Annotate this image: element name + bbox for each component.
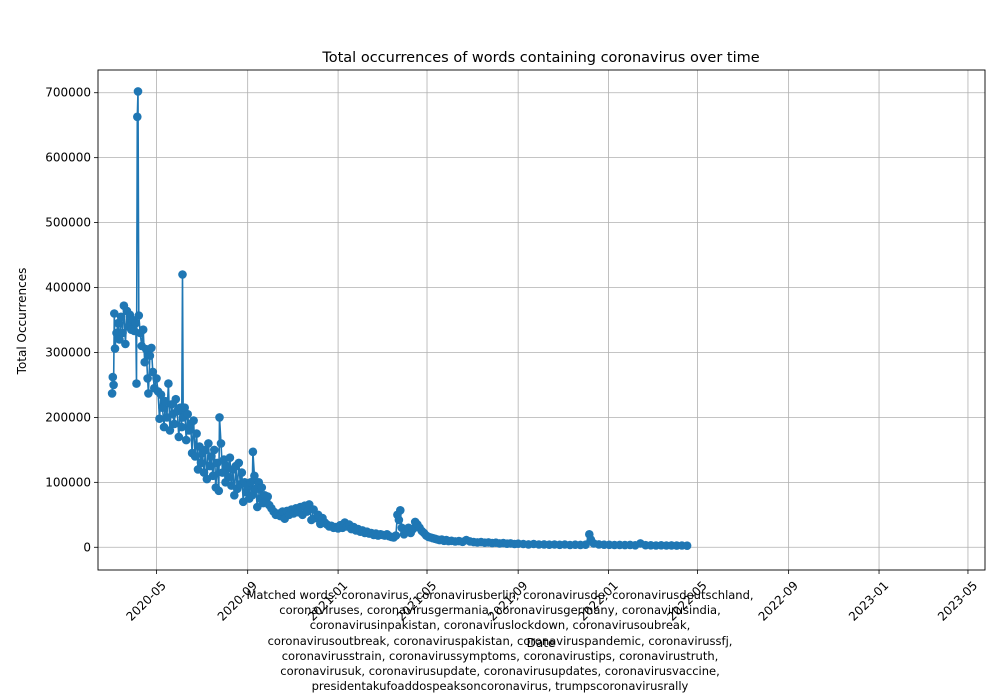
data-point	[116, 312, 126, 322]
data-point	[257, 483, 267, 492]
data-point	[177, 422, 186, 432]
y-axis-ticks: 0 100000 200000 300000 400000 500000 600000 700…	[45, 86, 98, 554]
caption-line: coronavirusinpakistan, coronaviruslockdo…	[309, 618, 691, 633]
data-point	[204, 439, 213, 448]
data-point	[158, 403, 167, 413]
data-point	[147, 343, 156, 353]
data-point	[133, 112, 142, 122]
y-tick-label: 100000	[45, 475, 91, 489]
data-point	[250, 471, 259, 481]
y-tick-label: 400000	[45, 281, 91, 295]
data-point	[133, 87, 143, 96]
data-point	[113, 318, 123, 328]
data-point	[237, 468, 247, 477]
data-point	[248, 447, 258, 457]
data-point	[215, 413, 224, 422]
y-tick-label: 700000	[45, 86, 91, 100]
data-point	[225, 453, 235, 463]
data-point	[224, 472, 233, 482]
data-point	[207, 452, 216, 461]
data-point	[213, 458, 222, 468]
data-point	[196, 458, 206, 468]
caption-line: Matched words: coronavirus, coronavirusb…	[246, 588, 754, 602]
data-point	[180, 403, 189, 413]
data-point	[144, 389, 153, 398]
data-point	[174, 432, 184, 442]
data-point	[682, 541, 692, 550]
data-point	[183, 409, 192, 419]
data-point	[178, 270, 187, 279]
plot-frame	[97, 69, 986, 571]
data-point	[184, 426, 194, 435]
data-point	[110, 309, 119, 318]
data-point	[302, 507, 312, 516]
data-point	[581, 540, 590, 549]
y-tick-label: 600000	[45, 151, 91, 165]
data-point	[205, 461, 215, 471]
data-point	[121, 339, 130, 349]
x-tick-label: 2020-05	[124, 578, 169, 623]
data-point	[148, 367, 158, 377]
data-point	[112, 328, 121, 338]
caption-line: coronavirusoutbreak, coronaviruspakistan…	[267, 633, 733, 648]
data-point	[107, 389, 117, 398]
y-axis-label: Total Occurrences	[15, 268, 29, 376]
y-tick-label: 500000	[45, 216, 91, 230]
data-point	[181, 435, 191, 445]
data-point	[189, 416, 198, 425]
data-point	[247, 491, 257, 500]
caption-line: presidentakufoaddospeaksoncoronavirus, t…	[311, 679, 689, 694]
data-point	[118, 328, 127, 338]
data-point	[138, 325, 148, 335]
data-point	[143, 374, 152, 383]
data-point	[190, 452, 200, 461]
data-point	[131, 318, 141, 328]
data-point	[208, 471, 218, 481]
x-tick-label: 2023-01	[846, 578, 891, 623]
x-axis-label: Date	[527, 636, 556, 650]
caption-line: coronaviruses, coronavirusgermania, coro…	[279, 603, 721, 618]
data-point	[391, 531, 401, 540]
caption-line: coronavirusuk, coronavirusupdate, corona…	[280, 664, 720, 679]
data-point	[115, 335, 124, 344]
data-point	[165, 426, 175, 435]
data-point	[394, 515, 404, 525]
chart-title: Total occurrences of words containing co…	[321, 50, 759, 66]
data-point	[152, 374, 161, 383]
data-point	[109, 380, 118, 390]
data-point	[170, 419, 179, 429]
data-point	[216, 439, 226, 448]
data-point	[134, 311, 144, 320]
x-tick-label: 2023-05	[935, 578, 980, 623]
data-point	[155, 414, 164, 424]
data-point	[132, 379, 141, 388]
data-point	[263, 492, 273, 501]
data-point	[192, 429, 201, 438]
series-coronavirus-occurrences	[107, 87, 692, 550]
data-point	[234, 458, 244, 468]
data-point	[164, 379, 173, 388]
data-point	[396, 506, 405, 515]
data-point	[110, 344, 120, 353]
series-line	[111, 91, 688, 547]
data-point	[218, 468, 227, 477]
data-point	[145, 351, 155, 361]
y-tick-label: 300000	[45, 345, 91, 359]
data-point	[199, 468, 209, 477]
data-point	[214, 486, 224, 496]
series-markers	[107, 87, 692, 550]
matched-words-caption: Matched words: coronavirus, coronavirusb…	[200, 588, 800, 694]
y-tick-label: 200000	[45, 410, 91, 424]
data-point	[246, 478, 255, 487]
data-point	[108, 372, 118, 382]
data-point	[171, 394, 181, 404]
data-point	[230, 491, 239, 500]
caption-line: coronavirusstrain, coronavirussymptoms, …	[281, 648, 719, 663]
data-point	[210, 445, 219, 455]
data-point	[201, 445, 210, 455]
data-point	[140, 357, 149, 367]
y-tick-label: 0	[83, 540, 91, 554]
data-point	[156, 390, 166, 400]
